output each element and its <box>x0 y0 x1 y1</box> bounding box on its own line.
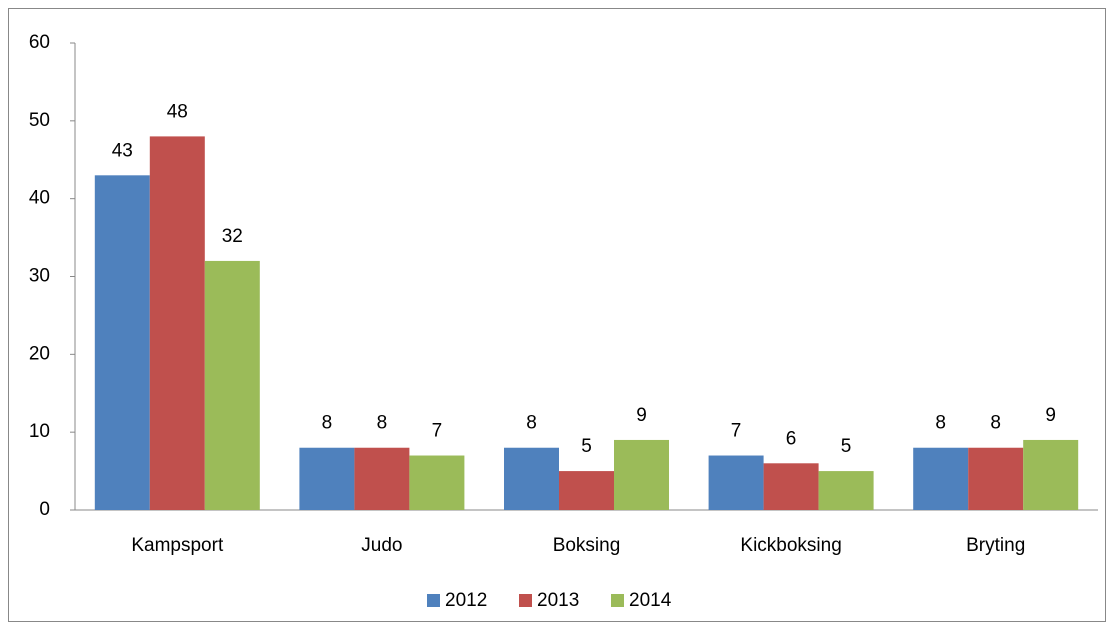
bar <box>1023 439 1079 510</box>
data-label: 43 <box>112 140 133 161</box>
data-label: 9 <box>636 405 647 426</box>
y-tick-label: 30 <box>29 266 50 287</box>
data-label: 32 <box>222 226 243 247</box>
y-tick-label: 40 <box>29 188 50 209</box>
legend-swatch <box>611 594 624 607</box>
x-tick-label: Bryting <box>966 535 1025 556</box>
y-tick-label: 50 <box>29 110 50 131</box>
data-label: 5 <box>841 436 852 457</box>
y-tick-label: 20 <box>29 343 50 364</box>
data-label: 7 <box>731 421 742 442</box>
bar <box>763 463 819 510</box>
bar <box>94 175 150 511</box>
bar <box>409 455 465 510</box>
data-label: 48 <box>167 101 188 122</box>
legend-label: 2013 <box>537 590 579 611</box>
bar <box>149 136 205 510</box>
bar <box>504 447 559 510</box>
legend-label: 2014 <box>629 590 672 611</box>
x-tick-label: Kampsport <box>131 535 224 556</box>
bar <box>818 471 874 510</box>
legend-label: 2012 <box>445 590 487 611</box>
data-label: 8 <box>990 413 1001 434</box>
x-tick-label: Boksing <box>553 535 621 556</box>
y-tick-label: 60 <box>29 32 50 53</box>
legend-swatch <box>427 594 440 607</box>
y-tick-label: 10 <box>29 421 50 442</box>
data-label: 8 <box>526 413 537 434</box>
data-label: 9 <box>1045 405 1056 426</box>
data-label: 6 <box>786 428 797 449</box>
bar <box>204 260 260 510</box>
x-tick-label: Judo <box>361 535 402 556</box>
data-label: 8 <box>935 413 946 434</box>
bar <box>968 447 1024 510</box>
bar <box>614 439 669 510</box>
x-tick-label: Kickboksing <box>740 535 841 556</box>
bar <box>559 471 614 510</box>
bar <box>354 447 410 510</box>
data-label: 7 <box>432 421 443 442</box>
data-label: 8 <box>377 413 388 434</box>
y-tick-label: 0 <box>39 499 50 520</box>
bar <box>708 455 764 510</box>
bar <box>913 447 969 510</box>
legend-swatch <box>519 594 532 607</box>
data-label: 5 <box>581 436 592 457</box>
bar <box>299 447 355 510</box>
data-label: 8 <box>322 413 333 434</box>
